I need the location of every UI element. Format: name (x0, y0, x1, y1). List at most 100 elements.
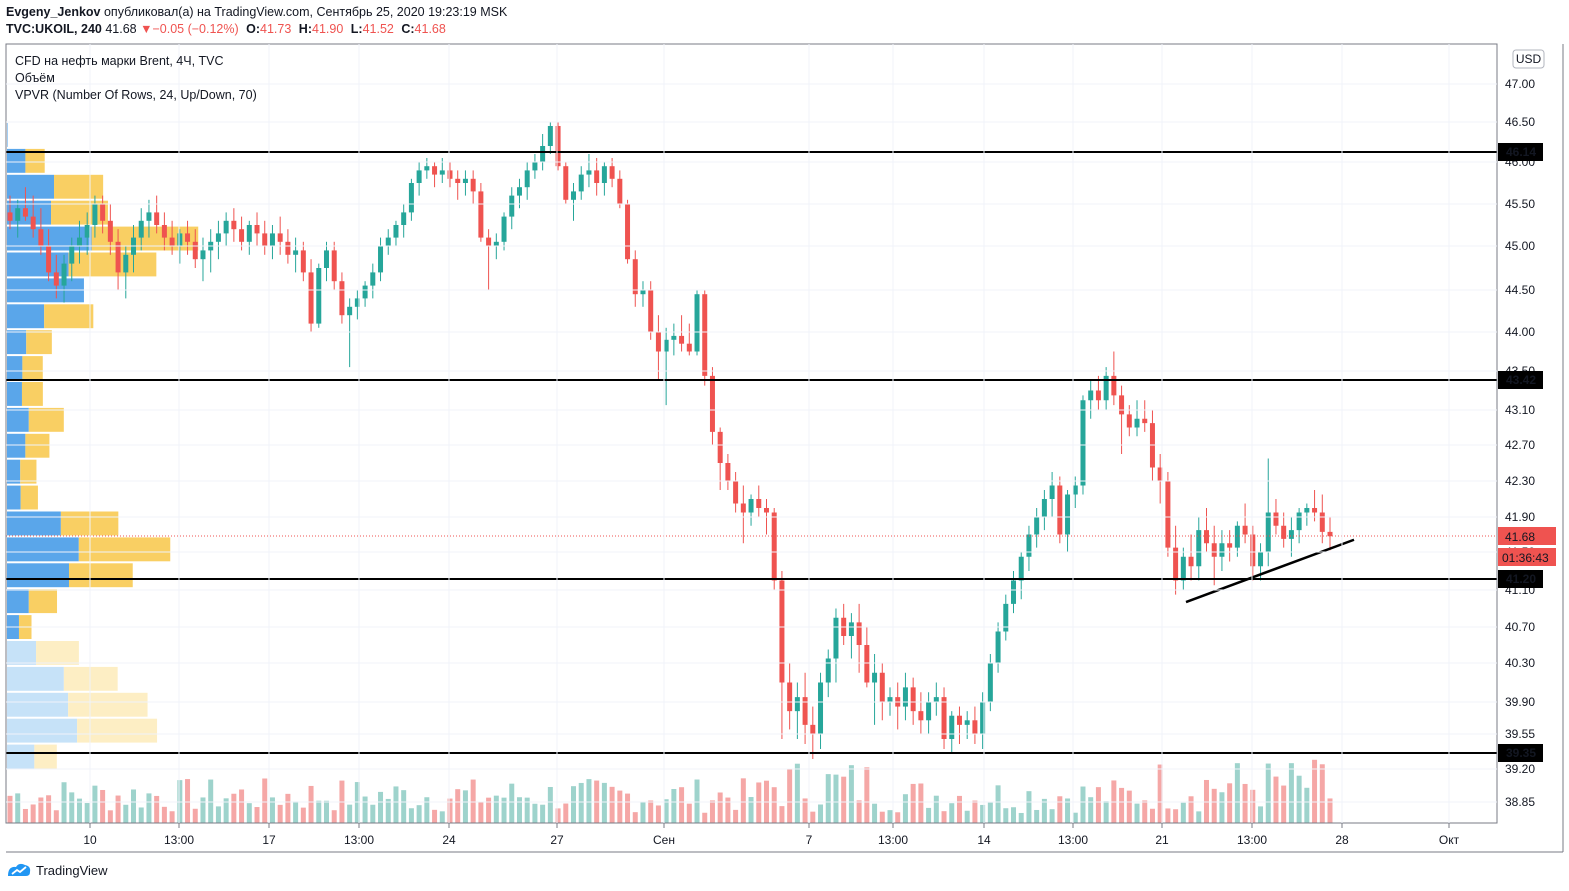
vp-down-bar (20, 485, 38, 510)
candle-body (1211, 543, 1217, 557)
volume-bar (1250, 789, 1256, 823)
countdown-label: 01:36:43 (1502, 551, 1549, 565)
series-legend[interactable]: CFD на нефть марки Brent, 4Ч, TVC (15, 54, 224, 68)
volume-bar (1319, 764, 1325, 823)
volume-bar (547, 786, 553, 823)
volume-bar (1219, 792, 1225, 823)
volume-bar (956, 795, 962, 823)
volume-bar (15, 793, 21, 823)
volume-bar (586, 779, 592, 823)
candle-body (933, 697, 939, 702)
candle-body (872, 672, 878, 683)
candle-body (46, 246, 52, 273)
candle-body (1188, 556, 1194, 567)
volume-bar (702, 812, 708, 823)
price-axis[interactable]: 47.0046.5046.0045.5045.0044.5044.0043.50… (6, 77, 1535, 809)
volume-bar (810, 811, 816, 823)
candle-body (370, 272, 376, 286)
candle-body (385, 237, 391, 246)
vp-up-bar (7, 304, 45, 329)
candle-body (1234, 525, 1240, 548)
price-tick-label: 39.20 (1505, 762, 1535, 776)
candle-body (393, 225, 399, 238)
vp-down-bar (25, 148, 45, 173)
time-tick-label: 24 (442, 833, 456, 847)
volume-bar (771, 787, 777, 823)
vp-up-bar (7, 459, 21, 484)
vp-up-bar (7, 382, 22, 406)
candle-body (1142, 418, 1148, 424)
price-tick-label: 45.50 (1505, 197, 1535, 211)
candle-body (200, 250, 206, 260)
candle-body (1327, 531, 1333, 537)
candle-body (956, 715, 962, 725)
vp-up-bar (7, 563, 69, 588)
candle-body (802, 697, 808, 725)
volume-bar (887, 810, 893, 823)
time-tick-label: Окт (1439, 833, 1460, 847)
vp-down-bar (25, 433, 50, 458)
vp-up-bar (7, 330, 27, 355)
vp-up-bar (7, 511, 61, 536)
currency-box[interactable]: USD (1512, 49, 1545, 69)
candle-body (293, 250, 299, 255)
plot-frame (5, 43, 1498, 824)
time-tick-label: 13:00 (1237, 833, 1267, 847)
volume-bar (1149, 808, 1155, 823)
volume-bar (231, 793, 237, 823)
author-name[interactable]: Evgeny_Jenkov (6, 5, 101, 19)
volume-bar (1011, 807, 1017, 823)
volume-bar (1026, 791, 1032, 823)
volume-bar (46, 795, 52, 823)
ohlc-line: TVC:UKOIL, 240 41.68 ▼−0.05 (−0.12%) O:4… (6, 22, 446, 36)
volume-bar (470, 779, 476, 823)
volume-bar (717, 792, 723, 823)
candle-body (1258, 552, 1264, 567)
volume-bar (424, 797, 430, 823)
candle-body (609, 166, 615, 179)
volume-bar (848, 765, 854, 823)
volume-bar (933, 795, 939, 823)
candle-body (316, 268, 322, 324)
volume-legend[interactable]: Объём (15, 71, 55, 85)
candle-body (864, 645, 870, 683)
trendline[interactable] (1185, 538, 1355, 604)
volume-bar (1304, 787, 1310, 823)
tradingview-brand[interactable]: TradingView (36, 862, 108, 878)
vp-up-bar (7, 123, 8, 147)
volume-bar (1157, 764, 1163, 823)
symbol-label[interactable]: TVC:UKOIL, 240 (6, 22, 102, 36)
candle-body (486, 237, 492, 246)
volume-bar (740, 778, 746, 823)
volume-bar (879, 811, 885, 823)
candle-body (926, 702, 932, 721)
time-axis[interactable]: 10 13:00 17 13:00 24 27 Сен 7 13:00 14 13:00 21 13:0… (83, 44, 1460, 847)
vp-up-bar (7, 641, 37, 665)
volume-bar (987, 802, 993, 823)
volume-bar (980, 804, 986, 823)
volume-bar (1196, 811, 1202, 823)
high-label: H: (298, 22, 312, 36)
vp-down-bar (77, 718, 158, 743)
volume-bar (679, 787, 685, 823)
candle-body (1018, 556, 1024, 581)
time-tick-label: 27 (550, 833, 564, 847)
price-tick-label: 42.70 (1505, 438, 1535, 452)
candle-body (362, 285, 368, 299)
candle-body (92, 204, 98, 225)
volume-bar (1119, 787, 1125, 823)
vp-down-bar (20, 459, 37, 484)
candle-body (76, 237, 82, 246)
level-label: 39.35 (1506, 746, 1536, 760)
candle-body (401, 212, 407, 225)
volume-bar (632, 812, 638, 823)
volume-bar (578, 782, 584, 823)
candle-body (547, 126, 553, 146)
candle-body (709, 375, 715, 432)
vp-up-bar (7, 666, 64, 691)
vp-up-bar (7, 718, 78, 743)
volume-bar (910, 783, 916, 823)
vpvr-legend[interactable]: VPVR (Number Of Rows, 24, Up/Down, 70) (15, 88, 257, 102)
volume-bar (92, 785, 98, 823)
